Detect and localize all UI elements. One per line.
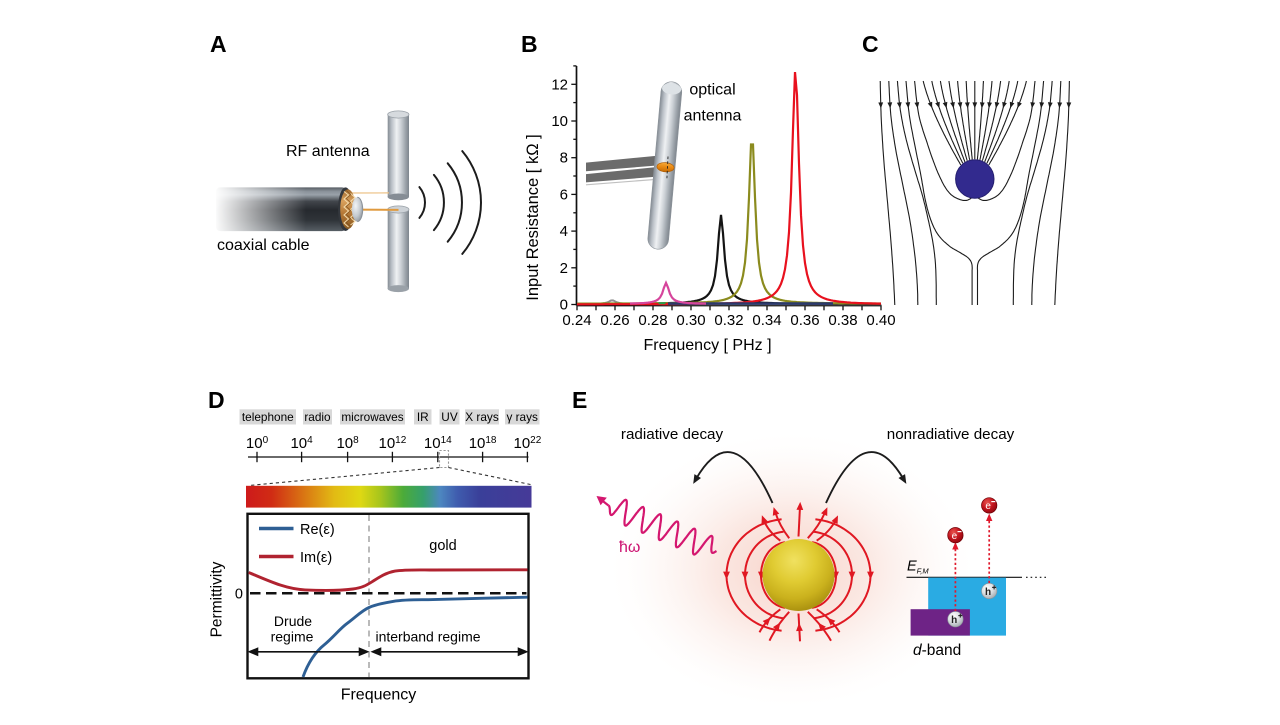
svg-text:X rays: X rays (465, 410, 499, 424)
svg-text:0.30: 0.30 (676, 312, 705, 329)
svg-text:E: E (572, 387, 587, 413)
svg-text:ħω: ħω (619, 539, 640, 556)
svg-text:10: 10 (551, 113, 568, 130)
svg-text:gold: gold (429, 538, 456, 554)
svg-text:B: B (521, 31, 538, 57)
svg-text:e: e (985, 501, 991, 512)
svg-text:0: 0 (235, 586, 243, 602)
svg-text:h: h (985, 587, 991, 598)
svg-text:h: h (951, 615, 957, 626)
svg-text:e: e (952, 531, 958, 542)
svg-text:0.28: 0.28 (638, 312, 667, 329)
svg-text:0.34: 0.34 (752, 312, 781, 329)
svg-text:Permittivity: Permittivity (209, 561, 226, 637)
svg-text:d-band: d-band (913, 642, 961, 659)
svg-text:optical: optical (689, 82, 735, 99)
svg-text:radio: radio (304, 410, 331, 424)
svg-text:4: 4 (560, 223, 568, 240)
svg-text:0.32: 0.32 (714, 312, 743, 329)
svg-text:nonradiative decay: nonradiative decay (887, 426, 1015, 443)
svg-text:8: 8 (560, 150, 568, 167)
svg-text:RF antenna: RF antenna (286, 143, 370, 160)
svg-text:Frequency: Frequency (341, 687, 417, 704)
svg-text:Drude: Drude (274, 613, 312, 629)
svg-text:0.38: 0.38 (828, 312, 857, 329)
svg-text:0: 0 (560, 297, 568, 314)
svg-text:regime: regime (271, 628, 314, 644)
svg-text:0.26: 0.26 (600, 312, 629, 329)
svg-text:Im(ε): Im(ε) (300, 550, 332, 566)
svg-text:6: 6 (560, 186, 568, 203)
svg-text:12: 12 (551, 76, 568, 93)
svg-text:2: 2 (560, 260, 568, 277)
svg-text:0.40: 0.40 (866, 312, 895, 329)
svg-text:0.36: 0.36 (790, 312, 819, 329)
svg-text:IR: IR (417, 410, 429, 424)
svg-text:Re(ε): Re(ε) (300, 522, 335, 538)
svg-text:microwaves: microwaves (341, 410, 403, 424)
svg-text:UV: UV (441, 410, 458, 424)
svg-text:Frequency [ PHz ]: Frequency [ PHz ] (643, 337, 771, 354)
svg-text:C: C (862, 31, 879, 57)
svg-text:antenna: antenna (684, 108, 742, 125)
svg-text:A: A (210, 31, 227, 57)
svg-text:radiative decay: radiative decay (621, 426, 724, 443)
svg-text:γ rays: γ rays (506, 410, 538, 424)
svg-text:0.24: 0.24 (562, 312, 591, 329)
svg-text:interband regime: interband regime (375, 628, 480, 644)
svg-text:telephone: telephone (242, 410, 294, 424)
svg-text:Input Resistance [ kΩ ]: Input Resistance [ kΩ ] (524, 134, 542, 300)
svg-text:coaxial cable: coaxial cable (217, 237, 310, 254)
svg-text:D: D (208, 387, 225, 413)
